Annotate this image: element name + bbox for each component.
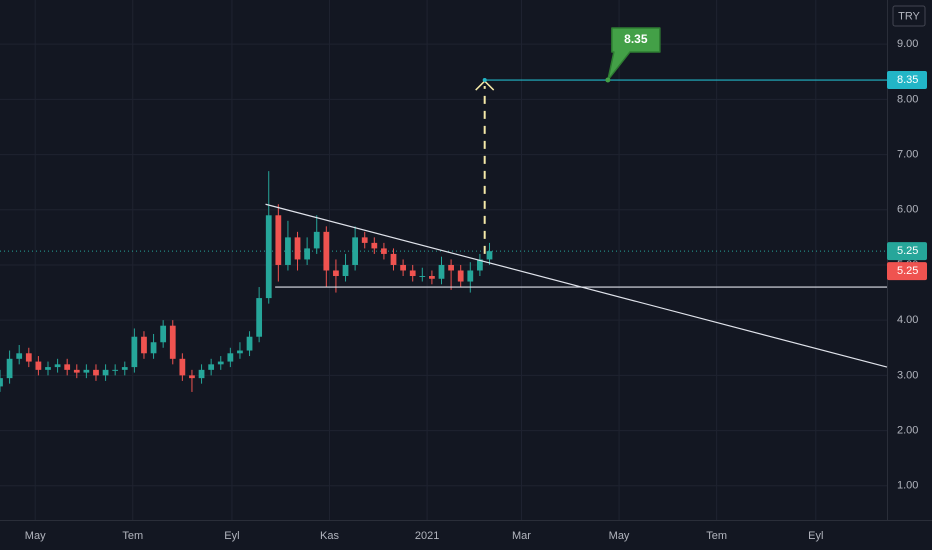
candle-body xyxy=(486,251,493,260)
callout-anchor xyxy=(605,77,611,83)
callout-label: 8.35 xyxy=(624,32,648,46)
candle-body xyxy=(6,358,13,379)
candle-body xyxy=(54,364,61,368)
candle-body xyxy=(102,369,109,376)
candle-body xyxy=(467,270,474,282)
price-label: 5.25 xyxy=(897,245,918,257)
currency[interactable]: TRY xyxy=(898,10,920,22)
candle-body xyxy=(131,336,138,368)
candle-body xyxy=(457,270,464,282)
currency-box[interactable] xyxy=(892,5,926,27)
y-tick-label: 9.00 xyxy=(897,38,918,50)
y-tick-label: 7.00 xyxy=(897,148,918,160)
candle-body xyxy=(25,353,32,362)
candle-body xyxy=(83,369,90,373)
price-label-box xyxy=(887,262,927,281)
candle-body xyxy=(16,353,23,359)
candle-body xyxy=(390,253,397,265)
x-tick-label: Eyl xyxy=(224,530,239,542)
x-tick-label: May xyxy=(25,530,46,542)
candle-body xyxy=(409,270,416,277)
candle-body xyxy=(429,276,435,279)
candle-body xyxy=(141,336,147,354)
candle-body xyxy=(112,369,119,371)
candle-body xyxy=(73,369,80,373)
candle-body xyxy=(64,364,71,370)
candle-body xyxy=(438,264,445,279)
candle-body xyxy=(381,248,387,254)
candle-body xyxy=(0,378,3,387)
x-tick-label: Eyl xyxy=(808,530,823,542)
candle-body xyxy=(323,231,330,271)
anchor-point xyxy=(482,78,487,83)
candle-body xyxy=(169,325,176,359)
x-tick-label: Mar xyxy=(512,530,531,542)
candle-body xyxy=(208,364,215,370)
candle-body xyxy=(227,353,234,362)
candle-body xyxy=(275,215,282,265)
candle-body xyxy=(361,237,368,243)
candle-body xyxy=(217,361,224,365)
candle-body xyxy=(35,361,42,370)
y-tick-label: 1.00 xyxy=(897,480,918,492)
candle-body xyxy=(189,375,195,379)
callout-box xyxy=(607,27,661,81)
y-tick-label: 4.00 xyxy=(897,314,918,326)
price-label-box xyxy=(887,242,927,261)
price-label-box xyxy=(887,71,927,90)
candle-body xyxy=(285,237,291,265)
candle-body xyxy=(400,264,406,271)
candle-body xyxy=(198,369,205,379)
candle-body xyxy=(304,248,311,260)
y-tick-label: 3.00 xyxy=(897,369,918,381)
candle-body xyxy=(93,369,99,376)
candle-body xyxy=(333,270,339,277)
price-label: 8.35 xyxy=(897,74,918,86)
candle-body xyxy=(294,237,301,260)
x-tick-label: 2021 xyxy=(415,530,439,542)
candle-body xyxy=(352,237,358,265)
x-tick-label: Kas xyxy=(320,530,339,542)
candle-body xyxy=(342,264,349,277)
candle-body xyxy=(246,336,253,351)
y-tick-label: 2.00 xyxy=(897,424,918,436)
candle-body xyxy=(313,231,320,249)
candle-body xyxy=(150,342,157,354)
candle-body xyxy=(160,325,167,343)
x-tick-label: Tem xyxy=(706,530,727,542)
candle-body xyxy=(265,215,272,299)
candle-body xyxy=(179,358,186,376)
candle-body xyxy=(448,264,454,271)
x-tick-label: Tem xyxy=(122,530,143,542)
price-label: 5.25 xyxy=(897,265,918,277)
candle-body xyxy=(256,298,263,337)
candle-body xyxy=(477,259,483,271)
candle-body xyxy=(121,367,128,370)
candle-body xyxy=(371,242,378,249)
candle-body xyxy=(45,367,51,370)
y-tick-label: 8.00 xyxy=(897,93,918,105)
candle-body xyxy=(419,276,426,278)
y-tick-label: 6.00 xyxy=(897,204,918,216)
trend-line xyxy=(265,203,888,368)
candle-body xyxy=(237,350,243,354)
x-tick-label: May xyxy=(609,530,630,542)
